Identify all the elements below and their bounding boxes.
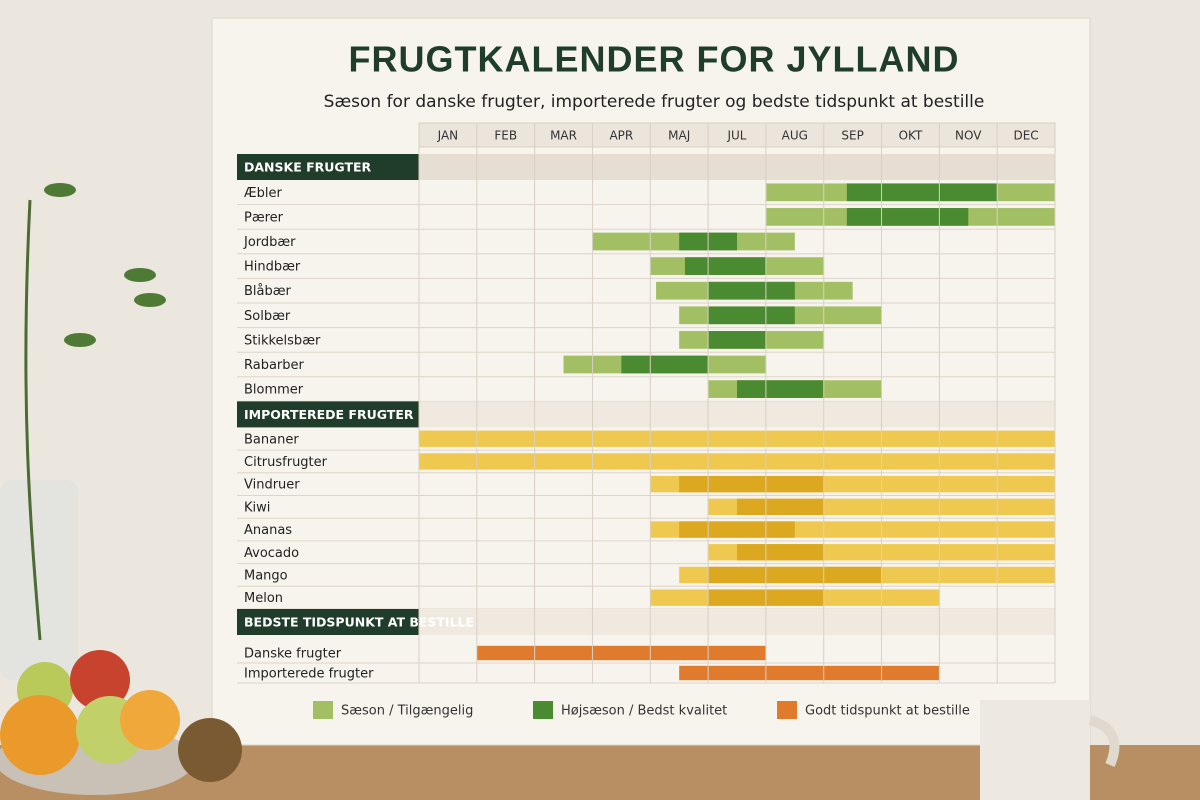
- month-label: SEP: [841, 129, 863, 143]
- month-header: [418, 122, 1056, 148]
- section-band: [419, 154, 1055, 180]
- season-bar: [846, 183, 998, 202]
- month-label: FEB: [494, 129, 517, 143]
- season-bar: [476, 645, 766, 661]
- row-label: Blåbær: [244, 284, 292, 299]
- season-bar: [621, 355, 709, 374]
- month-label: NOV: [955, 129, 982, 143]
- row-label: Vindruer: [244, 478, 300, 493]
- section-title: IMPORTEREDE FRUGTER: [244, 407, 414, 422]
- month-label: JUL: [726, 129, 746, 143]
- legend-swatch: [777, 701, 797, 719]
- season-bar: [419, 430, 1055, 447]
- season-bar: [419, 453, 1055, 470]
- row-label: Mango: [244, 568, 288, 583]
- season-bar: [737, 380, 824, 398]
- legend-swatch: [313, 701, 333, 719]
- month-label: MAR: [550, 129, 577, 143]
- season-bar: [708, 566, 882, 584]
- title: FRUGTKALENDER FOR JYLLAND: [349, 39, 960, 80]
- row-label: Hindbær: [244, 260, 301, 275]
- section-header-bg: [237, 401, 419, 428]
- legend-label: Godt tidspunkt at bestille: [805, 704, 970, 719]
- calendar-grid: JAN FEB MAR APR MAJ JUL AUG SEP OKT NOV DEC DANSKE …: [237, 122, 1056, 719]
- month-label: JAN: [437, 129, 459, 143]
- season-bar: [708, 281, 795, 300]
- row-label: Jordbær: [243, 235, 296, 250]
- row-label: Importerede frugter: [244, 667, 374, 682]
- row-label: Kiwi: [244, 500, 270, 515]
- row-label: Danske frugter: [244, 647, 342, 662]
- legend-label: Højsæson / Bedst kvalitet: [561, 704, 727, 719]
- row-label: Rabarber: [244, 358, 305, 373]
- section-title: BEDSTE TIDSPUNKT AT BESTILLE: [244, 615, 474, 630]
- season-bar: [684, 257, 766, 275]
- section-band: [419, 401, 1055, 428]
- decor: [0, 183, 1120, 800]
- row-label: Pærer: [244, 210, 284, 225]
- season-bar: [679, 475, 824, 493]
- subtitle: Sæson for danske frugter, importerede fr…: [324, 92, 985, 112]
- row-label: Melon: [244, 591, 283, 606]
- row-label: Æbler: [244, 186, 283, 201]
- section-band: [419, 609, 1055, 635]
- season-bar: [846, 208, 969, 226]
- season-bar: [708, 306, 795, 325]
- season-bar: [679, 521, 795, 538]
- row-label: Citrusfrugter: [244, 455, 328, 470]
- month-label: MAJ: [668, 129, 690, 143]
- month-label: AUG: [782, 129, 808, 143]
- month-label: DEC: [1013, 129, 1038, 143]
- season-bar: [708, 331, 766, 349]
- row-label: Ananas: [244, 523, 292, 538]
- month-label: APR: [609, 129, 633, 143]
- row-label: Bananer: [244, 432, 299, 447]
- row-label: Avocado: [244, 546, 299, 561]
- legend-label: Sæson / Tilgængelig: [341, 704, 473, 719]
- row-label: Solbær: [244, 309, 291, 324]
- season-bar: [737, 544, 824, 561]
- section-title: DANSKE FRUGTER: [244, 160, 372, 175]
- section-header-bg: [237, 609, 437, 635]
- legend-swatch: [533, 701, 553, 719]
- row-label: Stikkelsbær: [244, 333, 321, 348]
- row-label: Blommer: [244, 383, 304, 398]
- month-label: OKT: [899, 129, 923, 143]
- season-bar: [737, 498, 824, 516]
- season-bar: [679, 665, 940, 681]
- section-header-bg: [237, 154, 419, 180]
